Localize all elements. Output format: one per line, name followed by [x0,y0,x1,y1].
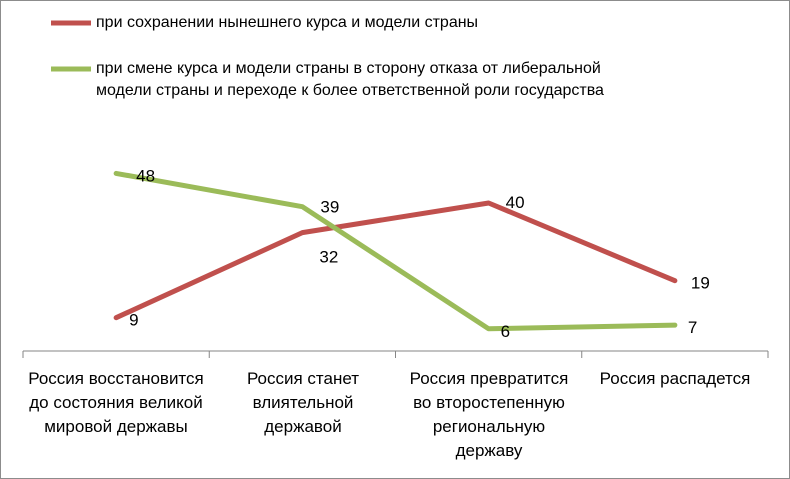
data-label: 40 [506,193,525,212]
data-label: 7 [688,318,697,337]
legend-label-series-1-line-1: при смене курса и модели страны в сторон… [96,60,601,77]
data-label: 32 [319,248,338,267]
data-label: 39 [320,198,339,217]
x-tick-label: Россия превратится во второстепенную рег… [409,369,569,460]
data-label: 48 [136,166,155,185]
legend-label-series-1-line-2: модели страны и переходе к более ответст… [96,82,604,99]
series-line-1 [113,170,678,332]
data-label: 19 [691,274,710,293]
x-tick-label: Россия станет влиятельной державой [246,369,360,436]
x-tick-label: Россия распадется [599,369,751,388]
x-tick-label: Россия восстановится до состояния велико… [28,369,204,436]
series-line-0 [113,200,678,321]
data-label: 9 [129,311,138,330]
legend-label-series-0: при сохранении нынешнего курса и модели … [96,14,479,31]
data-label: 6 [501,322,510,341]
